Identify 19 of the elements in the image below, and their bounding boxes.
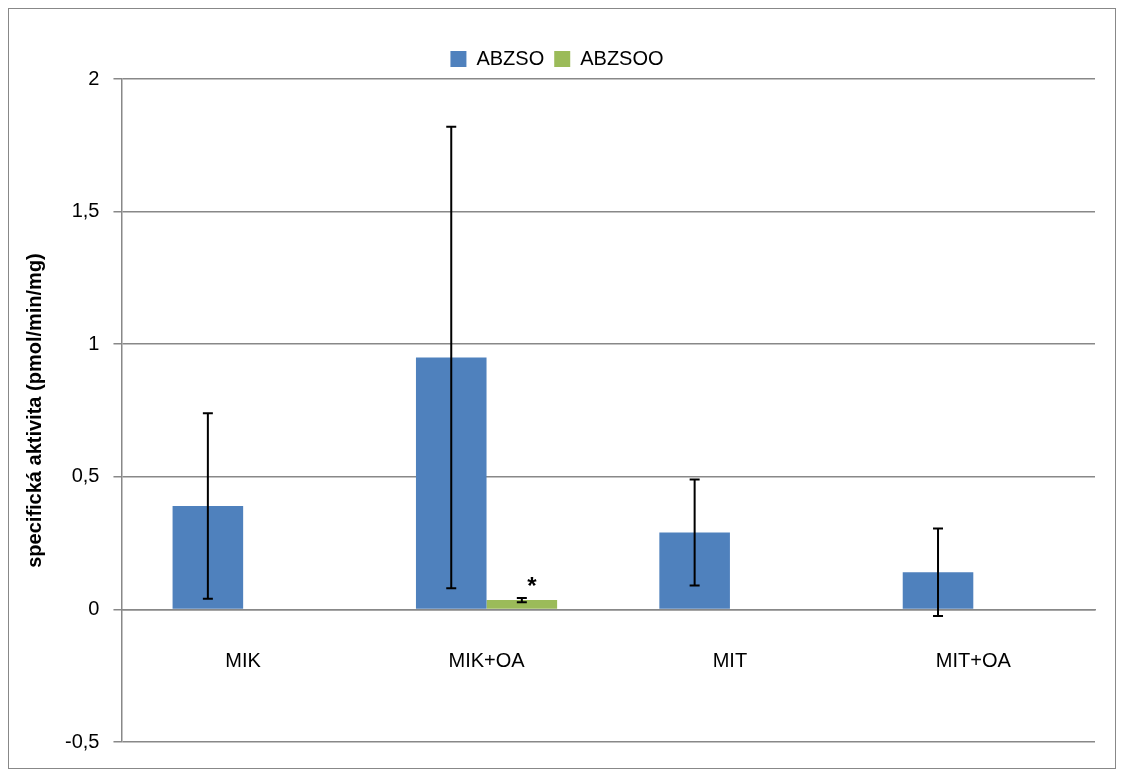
legend-label: ABZSO xyxy=(476,46,545,69)
annotation: * xyxy=(527,572,538,600)
bar xyxy=(659,532,730,609)
bar xyxy=(486,600,558,609)
y-axis-title: specifická aktivita (pmol/min/mg) xyxy=(22,253,45,568)
bar xyxy=(172,505,244,609)
bar xyxy=(902,572,974,609)
x-tick-label: MIT xyxy=(712,648,748,671)
x-tick-label: MIT+OA xyxy=(935,648,1012,671)
legend-label: ABZSOO xyxy=(580,46,664,69)
y-tick-label: 1 xyxy=(88,331,100,354)
bar xyxy=(415,357,487,609)
y-tick-label: 0,5 xyxy=(71,464,100,487)
y-tick-label: 1,5 xyxy=(71,199,100,222)
x-tick-label: MIK+OA xyxy=(448,648,526,671)
y-tick-label: 2 xyxy=(88,66,100,89)
y-tick-label: -0,5 xyxy=(64,729,100,752)
x-tick-label: MIK xyxy=(225,648,262,671)
y-tick-label: 0 xyxy=(88,596,100,619)
